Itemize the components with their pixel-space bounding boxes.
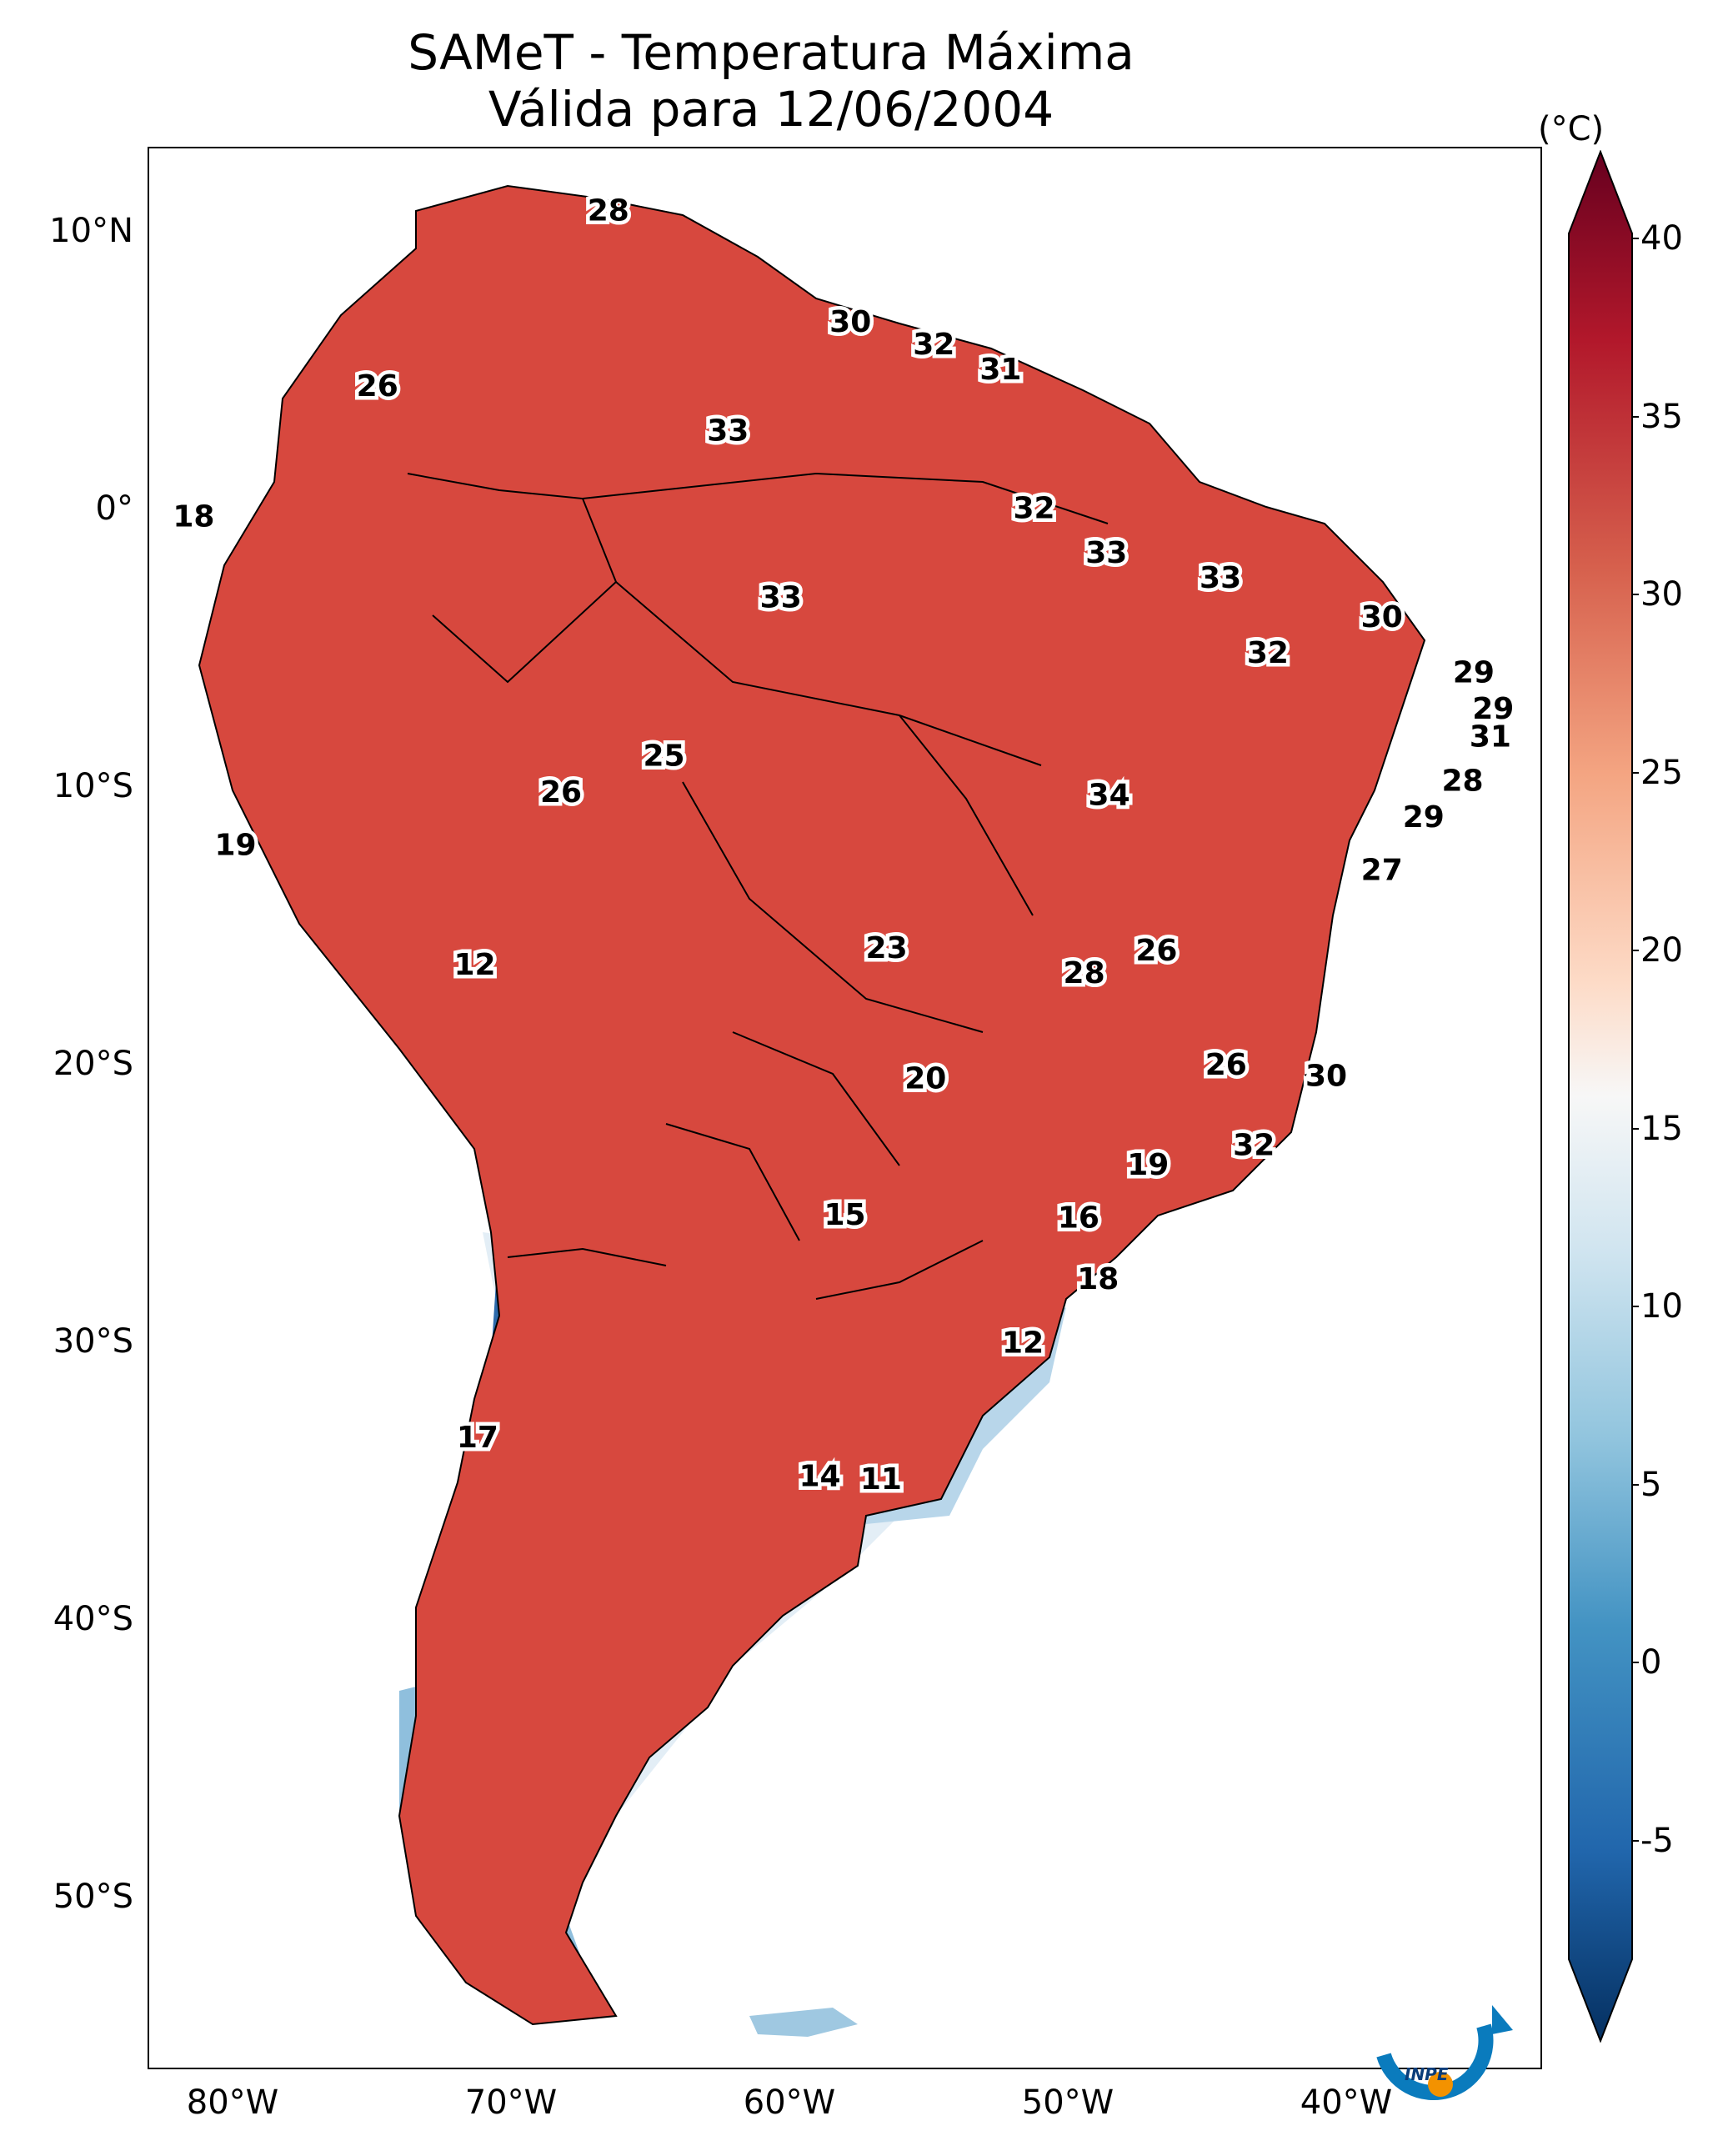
temperature-value-label: 33	[707, 414, 749, 448]
temperature-value-label: 26	[1205, 1048, 1247, 1082]
lat-label-0: 0°	[95, 489, 133, 528]
temperature-value-label: 11	[860, 1462, 902, 1497]
temperature-value-label: 17	[457, 1421, 498, 1455]
colorbar	[1568, 150, 1633, 2043]
temperature-value-label: 34	[1089, 778, 1130, 812]
lat-label-10s: 10°S	[53, 767, 133, 805]
temperature-value-label: 32	[1013, 492, 1054, 526]
inpe-logo: INPE	[1376, 2005, 1513, 2100]
lat-label-40s: 40°S	[53, 1600, 133, 1638]
temperature-value-label: 23	[866, 931, 908, 965]
temperature-value-label: 19	[1127, 1148, 1169, 1182]
colorbar-tick-mark	[1632, 238, 1639, 239]
temperature-value-label: 16	[1058, 1201, 1099, 1235]
logo-text: INPE	[1405, 2064, 1449, 2084]
lon-label-40w: 40°W	[1300, 2083, 1393, 2122]
temperature-value-label: 29	[1403, 800, 1445, 835]
colorbar-tick-mark	[1632, 950, 1639, 952]
map-title: SAMeT - Temperatura Máxima	[408, 24, 1134, 81]
colorbar-tick-label: 30	[1640, 575, 1683, 614]
colorbar-tick-label: 15	[1640, 1109, 1683, 1148]
temperature-value-label: 29	[1472, 692, 1514, 726]
temperature-value-label: 32	[913, 328, 954, 362]
temperature-value-label: 12	[1002, 1326, 1044, 1361]
temperature-value-label: 18	[1077, 1262, 1119, 1296]
map-subtitle: Válida para 12/06/2004	[488, 81, 1054, 138]
colorbar-tick-label: 25	[1640, 753, 1683, 792]
temperature-value-label: 33	[760, 581, 802, 615]
temperature-value-label: 27	[1361, 853, 1403, 887]
temperature-value-label: 26	[357, 369, 398, 404]
logo-sun	[1428, 2072, 1453, 2097]
temperature-value-label: 31	[979, 353, 1021, 387]
colorbar-tick-mark	[1632, 771, 1639, 774]
temperature-value-label: 32	[1247, 636, 1289, 670]
lat-label-10n: 10°N	[49, 212, 133, 250]
colorbar-tick-label: 5	[1640, 1465, 1662, 1504]
temperature-value-label: 26	[1135, 934, 1177, 968]
colorbar-tick-mark	[1632, 1306, 1639, 1308]
colorbar-tick-mark	[1632, 1127, 1639, 1130]
lon-label-50w: 50°W	[1021, 2083, 1114, 2122]
colorbar-tick-label: -5	[1640, 1822, 1674, 1860]
colorbar-tick-mark	[1632, 415, 1639, 418]
temperature-value-label: 28	[1441, 765, 1483, 799]
falkland-islands	[749, 2008, 858, 2037]
temperature-value-label: 18	[173, 500, 214, 534]
colorbar-tick-mark	[1632, 1662, 1639, 1664]
lat-label-20s: 20°S	[53, 1045, 133, 1083]
colorbar-tick-mark	[1632, 1840, 1639, 1842]
colorbar-tick-label: 35	[1640, 397, 1683, 436]
lon-label-70w: 70°W	[464, 2083, 558, 2122]
country-borders	[198, 185, 1425, 2025]
temperature-value-label: 29	[1453, 656, 1495, 690]
colorbar-unit: (°C)	[1538, 110, 1605, 148]
colorbar-tick-label: 40	[1640, 219, 1683, 258]
lon-label-80w: 80°W	[186, 2083, 279, 2122]
temperature-value-label: 15	[824, 1198, 865, 1232]
temperature-value-label: 32	[1233, 1129, 1275, 1163]
lat-label-50s: 50°S	[53, 1878, 133, 1916]
lat-label-30s: 30°S	[53, 1322, 133, 1361]
temperature-value-label: 30	[829, 305, 871, 339]
logo-arrow	[1492, 2005, 1513, 2034]
temperature-value-label: 28	[588, 194, 629, 228]
temperature-value-label: 14	[799, 1460, 840, 1494]
lon-label-60w: 60°W	[743, 2083, 836, 2122]
colorbar-tick-label: 0	[1640, 1643, 1662, 1682]
colorbar-tick-mark	[1632, 1483, 1639, 1486]
temperature-value-label: 30	[1305, 1059, 1347, 1093]
temperature-value-label: 28	[1064, 956, 1105, 990]
colorbar-tick-label: 20	[1640, 931, 1683, 970]
colorbar-tick-label: 10	[1640, 1287, 1683, 1326]
temperature-value-label: 30	[1361, 600, 1403, 634]
temperature-value-label: 33	[1200, 561, 1241, 595]
temperature-value-label: 33	[1085, 536, 1127, 570]
map-panel: 28 30 32 31 26 33 18 32 33 33 30 33 32 29 29 31 28 25 26 34…	[148, 147, 1542, 2069]
temperature-value-label: 20	[904, 1062, 946, 1096]
colorbar-tick-mark	[1632, 594, 1639, 596]
temperature-value-label: 19	[214, 828, 256, 862]
temperature-value-label: 12	[453, 948, 495, 982]
temperature-value-label: 26	[540, 775, 582, 810]
temperature-value-label: 31	[1470, 720, 1511, 754]
colorbar-gradient	[1568, 150, 1633, 2043]
temperature-value-label: 25	[643, 740, 684, 774]
